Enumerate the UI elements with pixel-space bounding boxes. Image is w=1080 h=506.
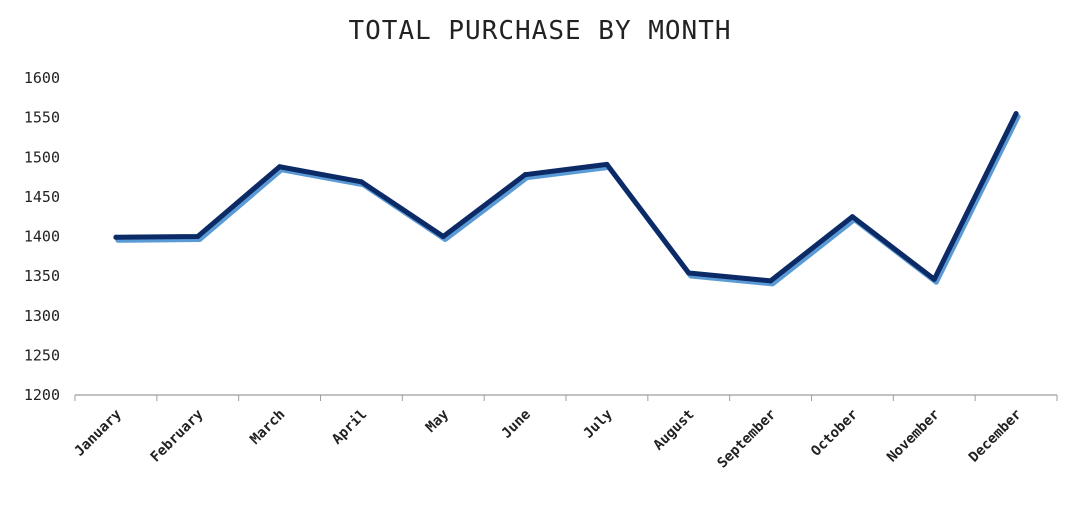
x-tick-label: December <box>966 407 1025 466</box>
data-point <box>358 179 364 185</box>
y-tick-label: 1250 <box>24 346 60 364</box>
x-tick-label: April <box>329 407 370 448</box>
y-tick-label: 1450 <box>24 188 60 206</box>
drop-lines <box>115 116 1017 395</box>
data-point <box>277 164 283 170</box>
y-tick-label: 1550 <box>24 109 60 127</box>
x-tick-label: June <box>499 407 534 442</box>
data-point <box>849 214 855 220</box>
data-point <box>686 270 692 276</box>
x-tick-label: May <box>423 406 453 436</box>
data-point <box>440 234 446 239</box>
x-tick-label: September <box>714 407 779 472</box>
data-point <box>931 276 937 282</box>
data-point <box>1013 111 1019 117</box>
data-point <box>522 172 528 178</box>
y-tick-label: 1350 <box>24 267 60 285</box>
y-tick-label: 1200 <box>24 386 60 404</box>
x-axis-ticks: January February March April May June July Augu… <box>72 406 1025 471</box>
x-tick-label: October <box>808 407 861 460</box>
data-point <box>113 234 119 240</box>
x-tick-label: July <box>581 406 617 442</box>
data-point <box>768 278 774 284</box>
x-tick-label: January <box>72 406 125 459</box>
y-tick-label: 1600 <box>24 69 60 87</box>
data-point <box>604 161 610 167</box>
x-tick-label: August <box>651 407 698 454</box>
series <box>113 111 1021 287</box>
x-tick-label: November <box>884 407 943 466</box>
y-tick-label: 1300 <box>24 307 60 325</box>
x-tick-label: March <box>247 407 288 448</box>
data-point <box>195 234 201 239</box>
series-line-shadow <box>115 114 1021 287</box>
y-tick-label: 1400 <box>24 228 60 246</box>
series-line <box>113 111 1019 284</box>
axes <box>74 394 1058 401</box>
y-axis-ticks: 1200 1250 1300 1350 1400 1450 1500 1550 1600 <box>24 69 60 404</box>
chart-title: TOTAL PURCHASE BY MONTH <box>348 16 732 46</box>
x-tick-label: February <box>148 406 207 465</box>
y-tick-label: 1500 <box>24 148 60 166</box>
